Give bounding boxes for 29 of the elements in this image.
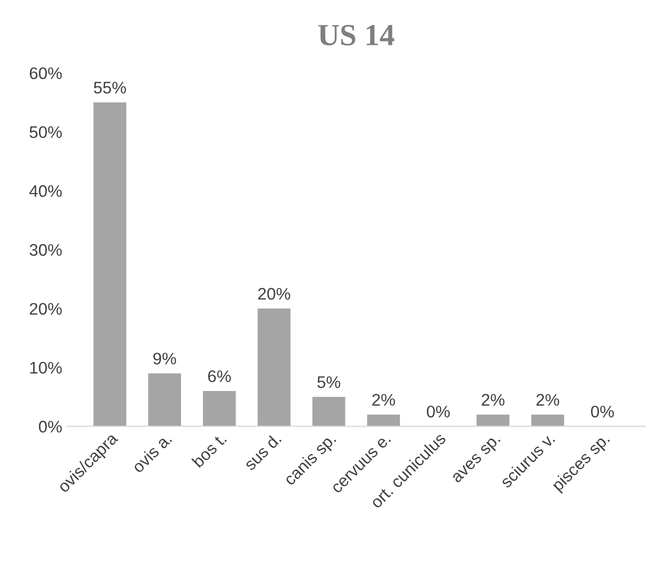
data-label: 0% xyxy=(426,406,450,418)
y-tick-label: 10% xyxy=(30,362,62,374)
y-tick-label: 30% xyxy=(30,244,62,256)
x-tick-label: ovis a. xyxy=(131,432,172,474)
bar xyxy=(312,396,346,426)
data-label: 9% xyxy=(153,352,176,364)
data-label: 2% xyxy=(372,394,395,406)
bar xyxy=(531,414,564,426)
data-label: 2% xyxy=(482,394,504,406)
y-tick-label: 60% xyxy=(30,67,62,80)
y-tick-label: 20% xyxy=(30,302,62,315)
y-tick-label: 50% xyxy=(30,126,62,138)
bar xyxy=(258,308,290,426)
data-label: 5% xyxy=(317,376,340,388)
bar xyxy=(148,373,182,426)
data-label: 6% xyxy=(208,370,231,382)
bar xyxy=(93,102,126,426)
bar xyxy=(367,414,400,426)
data-label: 55% xyxy=(94,82,126,94)
bar xyxy=(202,391,236,426)
data-label: 0% xyxy=(591,406,614,418)
chart-title: US 14 xyxy=(318,24,394,46)
data-label: 20% xyxy=(258,288,290,300)
y-tick-label: 0% xyxy=(38,420,62,433)
bar xyxy=(476,414,510,426)
x-tick-label: sus d. xyxy=(242,432,282,471)
data-label: 2% xyxy=(536,394,560,406)
x-tick-label: bos t. xyxy=(191,432,227,468)
y-tick-label: 40% xyxy=(29,185,62,197)
